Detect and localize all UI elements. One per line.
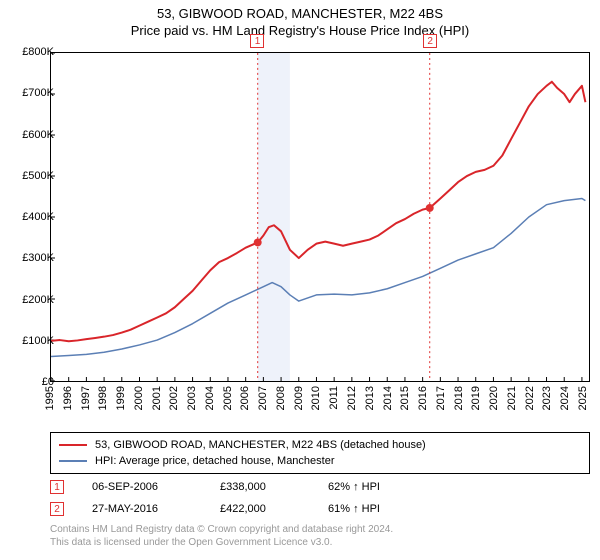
x-tick-label: 2012 bbox=[346, 386, 358, 410]
x-tick-label: 2005 bbox=[222, 386, 234, 410]
x-tick-label: 2008 bbox=[275, 386, 287, 410]
sale-pct: 62% ↑ HPI bbox=[328, 481, 418, 493]
x-tick-label: 1995 bbox=[44, 386, 56, 410]
x-tick-label: 2004 bbox=[204, 386, 216, 410]
x-tick-label: 2003 bbox=[186, 386, 198, 410]
x-tick-label: 1997 bbox=[80, 386, 92, 410]
x-tick-label: 2011 bbox=[328, 386, 340, 410]
event-marker-icon: 1 bbox=[250, 34, 264, 48]
y-tick-label: £200K bbox=[8, 294, 54, 306]
x-tick-label: 2009 bbox=[293, 386, 305, 410]
x-tick-label: 1998 bbox=[97, 386, 109, 410]
x-tick-label: 2015 bbox=[399, 386, 411, 410]
x-tick-label: 2020 bbox=[488, 386, 500, 410]
attribution: Contains HM Land Registry data © Crown c… bbox=[50, 524, 590, 549]
x-tick-label: 1996 bbox=[62, 386, 74, 410]
x-tick-label: 2022 bbox=[524, 386, 536, 410]
x-tick-label: 2016 bbox=[417, 386, 429, 410]
y-tick-label: £600K bbox=[8, 129, 54, 141]
x-tick-label: 2025 bbox=[577, 386, 589, 410]
y-tick-label: £100K bbox=[8, 335, 54, 347]
legend-label: 53, GIBWOOD ROAD, MANCHESTER, M22 4BS (d… bbox=[95, 439, 426, 451]
x-tick-label: 2013 bbox=[364, 386, 376, 410]
legend-swatch bbox=[59, 460, 87, 462]
x-tick-label: 2002 bbox=[168, 386, 180, 410]
y-tick-label: £500K bbox=[8, 170, 54, 182]
sale-date: 06-SEP-2006 bbox=[92, 481, 192, 493]
sale-price: £422,000 bbox=[220, 503, 300, 515]
plot-svg bbox=[51, 53, 589, 381]
x-tick-label: 2010 bbox=[310, 386, 322, 410]
legend-item: 53, GIBWOOD ROAD, MANCHESTER, M22 4BS (d… bbox=[59, 437, 581, 453]
x-tick-label: 2023 bbox=[541, 386, 553, 410]
x-tick-label: 1999 bbox=[115, 386, 127, 410]
y-tick-label: £300K bbox=[8, 252, 54, 264]
y-tick-label: £700K bbox=[8, 87, 54, 99]
sale-price: £338,000 bbox=[220, 481, 300, 493]
x-tick-label: 2019 bbox=[470, 386, 482, 410]
x-tick-label: 2021 bbox=[506, 386, 518, 410]
y-tick-label: £400K bbox=[8, 211, 54, 223]
x-tick-label: 2001 bbox=[151, 386, 163, 410]
event-marker-icon: 2 bbox=[423, 34, 437, 48]
legend-item: HPI: Average price, detached house, Manc… bbox=[59, 453, 581, 469]
sale-date: 27-MAY-2016 bbox=[92, 503, 192, 515]
sale-row: 2 27-MAY-2016 £422,000 61% ↑ HPI bbox=[50, 498, 590, 520]
sales-table: 1 06-SEP-2006 £338,000 62% ↑ HPI 2 27-MA… bbox=[50, 476, 590, 520]
sale-pct: 61% ↑ HPI bbox=[328, 503, 418, 515]
x-tick-label: 2024 bbox=[559, 386, 571, 410]
x-tick-label: 2018 bbox=[453, 386, 465, 410]
x-tick-label: 2006 bbox=[239, 386, 251, 410]
attribution-line: This data is licensed under the Open Gov… bbox=[50, 537, 590, 550]
legend: 53, GIBWOOD ROAD, MANCHESTER, M22 4BS (d… bbox=[50, 432, 590, 474]
x-tick-label: 2017 bbox=[435, 386, 447, 410]
attribution-line: Contains HM Land Registry data © Crown c… bbox=[50, 524, 590, 537]
price-chart bbox=[50, 52, 590, 382]
legend-swatch bbox=[59, 444, 87, 446]
sale-row: 1 06-SEP-2006 £338,000 62% ↑ HPI bbox=[50, 476, 590, 498]
x-tick-label: 2000 bbox=[133, 386, 145, 410]
x-tick-label: 2007 bbox=[257, 386, 269, 410]
chart-title: 53, GIBWOOD ROAD, MANCHESTER, M22 4BS bbox=[0, 6, 600, 21]
x-tick-label: 2014 bbox=[382, 386, 394, 410]
legend-label: HPI: Average price, detached house, Manc… bbox=[95, 455, 335, 467]
sale-marker-icon: 1 bbox=[50, 480, 64, 494]
y-tick-label: £800K bbox=[8, 46, 54, 58]
chart-subtitle: Price paid vs. HM Land Registry's House … bbox=[0, 23, 600, 38]
sale-marker-icon: 2 bbox=[50, 502, 64, 516]
